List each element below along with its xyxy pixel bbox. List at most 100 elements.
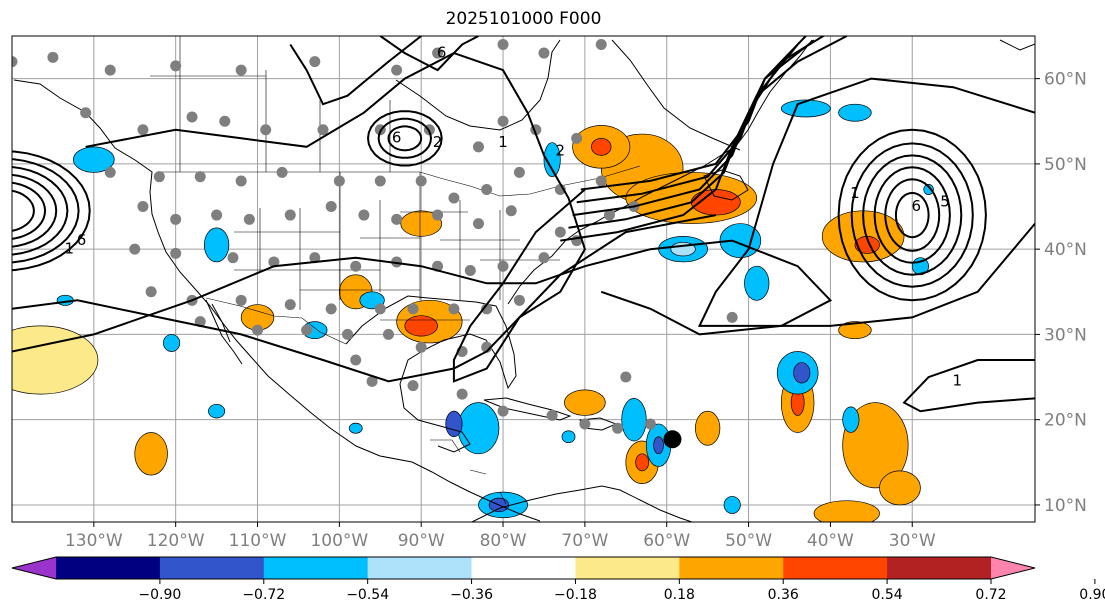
shaded-patch	[653, 436, 664, 455]
contour-line	[12, 189, 35, 232]
contour-label: 6	[77, 231, 87, 249]
colorbar-segment	[471, 557, 576, 579]
border-central-america	[430, 439, 507, 505]
shaded-patch	[923, 184, 934, 195]
contour-line	[12, 158, 80, 264]
contour-line	[873, 166, 951, 264]
shaded-patch	[134, 432, 168, 476]
colorbar-tick-label: −0.54	[346, 587, 389, 603]
station-dot	[325, 303, 337, 315]
station-dot	[186, 111, 198, 123]
station-dot	[644, 418, 656, 430]
contour-label: 2	[433, 133, 443, 151]
station-dot	[407, 303, 419, 315]
lat-tick-label: 10°N	[1044, 496, 1087, 516]
contour-line	[850, 142, 974, 288]
contour-line	[452, 188, 716, 383]
colorbar-segment	[263, 557, 369, 579]
colorbar-segment	[575, 557, 680, 579]
contour-line	[12, 173, 58, 248]
contour-line	[12, 181, 47, 240]
contour-line	[837, 128, 987, 302]
shaded-patch	[744, 265, 770, 301]
station-dot	[595, 39, 607, 51]
contour-label: 6	[912, 197, 922, 215]
colorbar-segment	[56, 557, 161, 579]
coastline-south-america	[471, 485, 693, 522]
station-dot	[391, 256, 403, 268]
station-dot	[219, 115, 231, 127]
contour-line	[580, 36, 807, 191]
lon-tick-label: 70°W	[561, 531, 608, 551]
station-dot	[284, 209, 296, 221]
shaded-patch	[12, 325, 99, 395]
shaded-patch	[723, 496, 741, 514]
station-dot	[325, 201, 337, 213]
station-dot	[153, 171, 165, 183]
contour-label: 1	[952, 372, 962, 390]
lat-tick-label: 50°N	[1044, 155, 1087, 175]
station-dot	[170, 213, 182, 225]
station-dot	[235, 64, 247, 76]
station-dot	[415, 341, 427, 353]
station-dot	[170, 60, 182, 72]
shaded-patch	[838, 103, 872, 122]
border-us-canada	[158, 165, 641, 197]
station-dot	[472, 141, 484, 153]
contour-line	[289, 36, 422, 106]
station-dot	[80, 107, 92, 119]
station-dot	[268, 256, 280, 268]
colorbar-extend-high	[991, 557, 1035, 579]
contour-line	[379, 36, 479, 72]
station-dot	[374, 175, 386, 187]
station-dot	[12, 56, 18, 68]
shaded-patch	[404, 315, 438, 337]
station-dot	[391, 64, 403, 76]
colorbar-outline	[11, 556, 1036, 580]
station-dot	[235, 294, 247, 306]
shaded-patch	[813, 500, 880, 522]
station-dot	[47, 51, 59, 63]
lon-tick-label: 40°W	[807, 531, 854, 551]
shaded-patch	[348, 422, 363, 434]
station-dot	[620, 371, 632, 383]
lat-tick-label: 40°N	[1044, 240, 1087, 260]
coastline-newfoundland	[703, 169, 749, 201]
lon-tick-label: 110°W	[229, 531, 287, 551]
contour-line	[697, 77, 1035, 327]
station-dot	[104, 64, 116, 76]
colorbar: −0.90 −0.72 −0.54 −0.36 −0.18 0.18 0.36 0.54 0.7…	[11, 556, 1105, 603]
border-us-mexico	[205, 297, 347, 345]
shaded-patch	[842, 406, 860, 433]
shaded-patch	[543, 142, 561, 178]
lat-tick-label: 60°N	[1044, 70, 1087, 90]
coastline-gulf-of-mexico	[345, 295, 517, 453]
station-dot	[260, 124, 272, 136]
coastline-cuba	[483, 397, 572, 421]
station-dot	[595, 175, 607, 187]
shaded-patch	[793, 362, 811, 384]
shaded-patch	[445, 410, 463, 438]
shaded-patch	[203, 227, 230, 263]
shaded-patch	[780, 99, 831, 118]
border-canada-provinces	[150, 36, 391, 172]
station-dot	[432, 209, 444, 221]
station-dot	[497, 260, 509, 272]
lat-tick-label: 20°N	[1044, 411, 1087, 431]
station-dot	[554, 226, 566, 238]
station-dot	[374, 303, 386, 315]
shaded-patch	[842, 402, 909, 489]
station-dot	[612, 422, 624, 434]
lon-tick-label: 80°W	[480, 531, 527, 551]
shaded-patch	[838, 321, 872, 340]
shaded-patch	[400, 210, 443, 237]
contour-line	[902, 359, 1035, 413]
shaded-patch	[591, 137, 612, 156]
coastline-labrador	[611, 39, 741, 151]
station-dot	[317, 124, 329, 136]
station-dot	[284, 299, 296, 311]
colorbar-tick-label: 0.54	[872, 587, 903, 603]
colorbar-tick-label: −0.72	[242, 587, 285, 603]
station-dot	[301, 324, 313, 336]
shaded-patch	[561, 430, 576, 444]
